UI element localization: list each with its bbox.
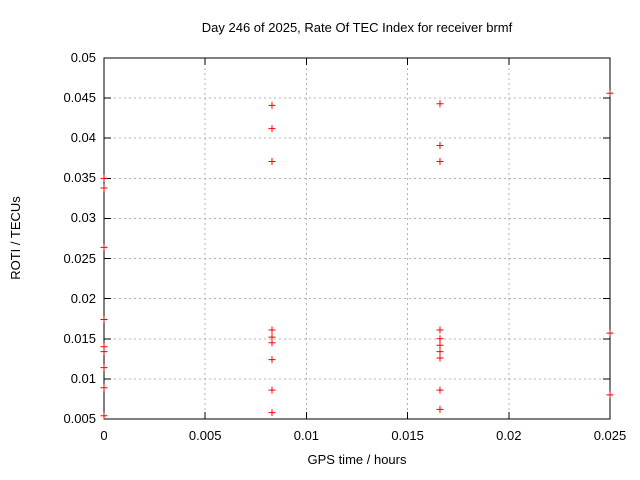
x-tick-label: 0.015 <box>391 428 424 443</box>
data-point-marker <box>268 386 276 394</box>
data-point-marker <box>436 348 444 356</box>
data-point-marker <box>268 339 276 347</box>
data-point-marker <box>100 384 108 392</box>
y-tick-label: 0.035 <box>63 170 96 186</box>
data-point-marker <box>268 409 276 417</box>
y-tick-label: 0.03 <box>70 210 96 226</box>
data-point-marker <box>436 354 444 362</box>
x-tick-label: 0 <box>100 428 108 443</box>
data-point-marker <box>268 157 276 165</box>
data-point-marker <box>436 141 444 149</box>
x-tick-label: 0.02 <box>496 428 522 443</box>
data-point-marker <box>100 184 108 192</box>
data-point-marker <box>268 356 276 364</box>
data-point-marker <box>100 243 108 251</box>
data-point-marker <box>436 341 444 349</box>
data-point-marker <box>100 316 108 324</box>
plot-border <box>103 57 611 420</box>
data-point-marker <box>606 329 614 337</box>
data-point-marker <box>606 89 614 97</box>
chart-title: Day 246 of 2025, Rate Of TEC Index for r… <box>201 20 513 35</box>
x-tick-label: 0.01 <box>293 428 320 443</box>
data-point-marker <box>606 391 614 399</box>
data-point-marker <box>100 364 108 372</box>
y-tick-label: 0.05 <box>70 50 96 65</box>
data-point-marker <box>436 100 444 108</box>
y-tick-label: 0.015 <box>63 330 96 346</box>
data-point-marker <box>100 412 108 420</box>
data-point-marker <box>100 348 108 356</box>
data-point-marker <box>436 326 444 334</box>
data-point-marker <box>436 335 444 343</box>
y-tick-label: 0.025 <box>63 250 96 266</box>
data-point-marker <box>268 326 276 334</box>
data-point-marker <box>100 174 108 182</box>
data-point-marker <box>436 386 444 394</box>
data-point-marker <box>268 101 276 109</box>
y-tick-label: 0.045 <box>63 90 96 106</box>
x-tick-label: 0.025 <box>593 428 627 443</box>
y-tick-label: 0.02 <box>70 290 96 306</box>
x-axis-label: GPS time / hours <box>307 452 407 467</box>
data-point-marker <box>436 405 444 413</box>
y-tick-label: 0.01 <box>70 370 96 386</box>
x-tick-label: 0.005 <box>188 428 222 443</box>
data-point-marker <box>268 125 276 133</box>
y-tick-label: 0.04 <box>70 130 96 146</box>
y-tick-label: 0.005 <box>63 411 96 426</box>
data-point-marker <box>436 157 444 165</box>
